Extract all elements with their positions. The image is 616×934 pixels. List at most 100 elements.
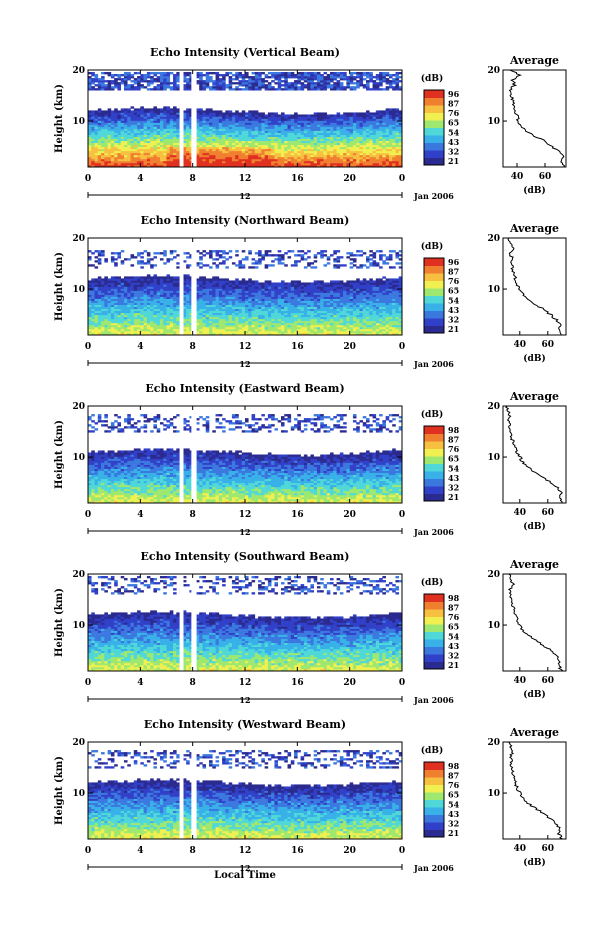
- heatmap-cell: [294, 157, 298, 159]
- heatmap-cell: [301, 153, 305, 155]
- heatmap-cell: [98, 86, 102, 88]
- heatmap-cell: [324, 80, 328, 82]
- heatmap-cell: [88, 331, 92, 333]
- heatmap-cell: [117, 276, 121, 278]
- heatmap-cell: [225, 139, 229, 141]
- heatmap-cell: [235, 329, 239, 331]
- heatmap-cell: [242, 157, 246, 159]
- heatmap-cell: [88, 161, 92, 163]
- heatmap-cell: [235, 76, 239, 78]
- heatmap-cell: [108, 289, 112, 291]
- heatmap-cell: [121, 282, 125, 284]
- heatmap-cell: [389, 129, 393, 131]
- heatmap-cell: [222, 76, 226, 78]
- heatmap-cell: [232, 313, 236, 315]
- heatmap-cell: [163, 315, 167, 317]
- heatmap-cell: [212, 114, 216, 116]
- heatmap-cell: [222, 159, 226, 161]
- heatmap-cell: [95, 331, 99, 333]
- heatmap-cell: [137, 78, 141, 80]
- heatmap-cell: [238, 323, 242, 325]
- heatmap-cell: [170, 135, 174, 137]
- heatmap-cell: [317, 84, 321, 86]
- heatmap-cell: [98, 127, 102, 129]
- heatmap-cell: [104, 151, 108, 153]
- heatmap-cell: [248, 116, 252, 118]
- heatmap-cell: [121, 121, 125, 123]
- heatmap-cell: [229, 321, 233, 323]
- heatmap-cell: [199, 161, 203, 163]
- heatmap-cell: [248, 155, 252, 157]
- heatmap-cell: [150, 295, 154, 297]
- heatmap-cell: [324, 84, 328, 86]
- heatmap-cell: [222, 80, 226, 82]
- heatmap-cell: [186, 329, 190, 331]
- heatmap-cell: [167, 159, 171, 161]
- heatmap-cell: [350, 127, 354, 129]
- heatmap-cell: [386, 149, 390, 151]
- heatmap-cell: [170, 282, 174, 284]
- heatmap-cell: [147, 309, 151, 311]
- heatmap-cell: [170, 317, 174, 319]
- heatmap-cell: [98, 131, 102, 133]
- heatmap-cell: [104, 141, 108, 143]
- heatmap-cell: [199, 282, 203, 284]
- heatmap-cell: [346, 116, 350, 118]
- heatmap-cell: [160, 143, 164, 145]
- heatmap-cell: [252, 155, 256, 157]
- heatmap-cell: [307, 80, 311, 82]
- heatmap-cell: [268, 123, 272, 125]
- heatmap-cell: [238, 159, 242, 161]
- heatmap-cell: [297, 80, 301, 82]
- heatmap-cell: [121, 305, 125, 307]
- heatmap-cell: [153, 80, 157, 82]
- heatmap-cell: [91, 74, 95, 76]
- heatmap-cell: [304, 143, 308, 145]
- heatmap-cell: [212, 119, 216, 121]
- heatmap-cell: [346, 76, 350, 78]
- heatmap-cell: [150, 78, 154, 80]
- heatmap-cell: [117, 313, 121, 315]
- heatmap-cell: [222, 161, 226, 163]
- heatmap-cell: [167, 123, 171, 125]
- heatmap-cell: [265, 131, 269, 133]
- heatmap-cell: [88, 317, 92, 319]
- heatmap-cell: [186, 129, 190, 131]
- heatmap-cell: [111, 121, 115, 123]
- heatmap-cell: [153, 274, 157, 276]
- heatmap-cell: [153, 287, 157, 289]
- heatmap-cell: [320, 112, 324, 114]
- heatmap-cell: [137, 157, 141, 159]
- heatmap-cell: [229, 315, 233, 317]
- heatmap-cell: [95, 297, 99, 299]
- heatmap-cells: [88, 72, 402, 167]
- colorbar-tick-label: 87: [448, 99, 459, 109]
- heatmap-cell: [88, 127, 92, 129]
- heatmap-cell: [310, 74, 314, 76]
- heatmap-cell: [212, 317, 216, 319]
- heatmap-cell: [238, 313, 242, 315]
- heatmap-cell: [369, 155, 373, 157]
- heatmap-cell: [199, 280, 203, 282]
- heatmap-cell: [140, 313, 144, 315]
- heatmap-cell: [114, 291, 118, 293]
- heatmap-cell: [320, 119, 324, 121]
- heatmap-cell: [216, 291, 220, 293]
- heatmap-cell: [206, 297, 210, 299]
- heatmap-cell: [317, 141, 321, 143]
- heatmap-cell: [242, 309, 246, 311]
- heatmap-cell: [222, 289, 226, 291]
- heatmap-cell: [274, 131, 278, 133]
- heatmap-cell: [301, 151, 305, 153]
- heatmap-cell: [150, 143, 154, 145]
- heatmap-cell: [229, 149, 233, 151]
- heatmap-cell: [248, 84, 252, 86]
- heatmap-cell: [147, 123, 151, 125]
- heatmap-cell: [307, 143, 311, 145]
- heatmap-cell: [333, 137, 337, 139]
- heatmap-cell: [117, 284, 121, 286]
- heatmap-cell: [219, 145, 223, 147]
- heatmap-cell: [229, 82, 233, 84]
- heatmap-cell: [199, 112, 203, 114]
- heatmap-cell: [353, 151, 357, 153]
